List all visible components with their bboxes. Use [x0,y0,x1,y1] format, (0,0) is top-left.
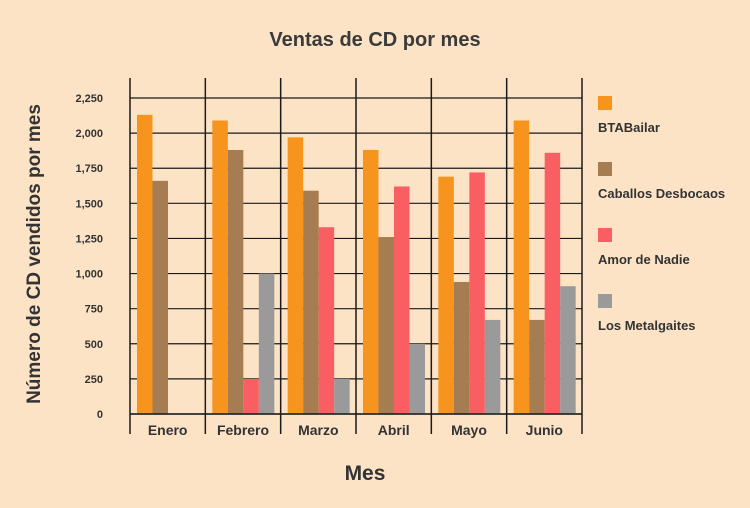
bar-los-metalgaites [409,343,425,414]
y-tick-label: 1,250 [75,233,103,245]
bar-caballos-desbocaos [378,237,394,414]
x-tick-label: Febrero [217,422,269,438]
legend-label: Caballos Desbocaos [598,186,725,201]
legend-label: BTABailar [598,120,660,135]
legend-swatch [598,228,612,242]
legend-swatch [598,294,612,308]
bar-los-metalgaites [484,319,501,414]
x-axis-title: Mes [345,462,386,485]
x-tick-label: Mayo [451,422,487,438]
legend: BTABailar Caballos Desbocaos Amor de Nadie… [598,96,725,333]
bar-los-metalgaites [560,286,576,414]
bar-los-metalgaites [334,378,350,414]
legend-label: Los Metalgaites [598,318,696,333]
chart-title: Ventas de CD por mes [269,29,480,51]
legend-label: Amor de Nadie [598,252,690,267]
x-tick-label: Abril [378,422,410,438]
bar-caballos-desbocaos [529,319,545,414]
x-axis: Enero Febrero Marzo Abril Mayo Junio [129,78,583,438]
y-tick-label: 750 [85,304,103,316]
bar-caballos-desbocaos [303,190,319,414]
y-tick-label: 500 [85,339,103,351]
y-tick-label: 2,000 [75,128,103,140]
bar-amor-de-nadie [394,186,410,414]
bars [137,114,576,415]
y-tick-label: 1,750 [75,163,103,175]
legend-swatch [598,162,612,176]
y-tick-label: 250 [85,374,103,386]
y-axis-title: Número de CD vendidos por mes [24,104,45,404]
x-tick-label: Enero [148,422,188,438]
bar-btabailar [363,149,379,414]
y-tick-labels: 0 250 500 750 1,000 1,250 1,500 1,750 2,000 2,250 [75,93,103,421]
y-tick-label: 1,000 [75,269,103,281]
bar-btabailar [137,114,153,414]
bar-btabailar [287,137,304,414]
y-tick-label: 1,500 [75,198,103,210]
bar-btabailar [513,120,530,415]
bar-caballos-desbocaos [453,281,470,414]
bar-amor-de-nadie [318,227,335,414]
bar-amor-de-nadie [469,172,485,414]
legend-swatch [598,96,612,110]
bar-btabailar [438,176,454,414]
bar-amor-de-nadie [544,152,561,415]
bar-amor-de-nadie [243,378,259,414]
bar-caballos-desbocaos [152,180,168,414]
bar-caballos-desbocaos [227,149,244,414]
y-tick-label: 2,250 [75,93,103,105]
y-tick-label: 0 [97,409,103,421]
x-tick-label: Junio [526,422,563,438]
x-tick-label: Marzo [298,422,338,438]
bar-btabailar [212,120,228,415]
bar-los-metalgaites [258,273,275,414]
